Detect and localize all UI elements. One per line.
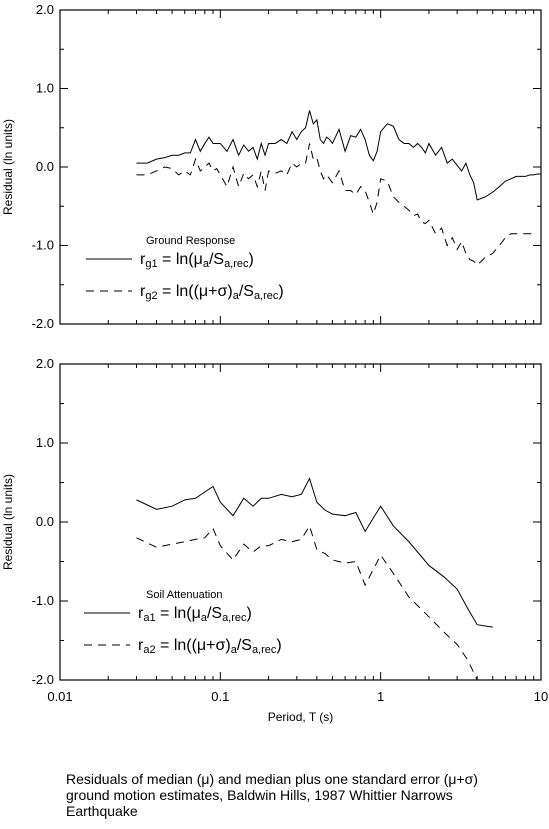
series-line-dashed: [136, 143, 534, 266]
x-tick-label: 1: [377, 689, 384, 704]
legend-text: = ln(μ: [156, 605, 201, 622]
panel-title: Soil Attenuation: [146, 589, 222, 601]
legend-text: /S: [239, 283, 254, 300]
panel-title: Ground Response: [146, 235, 235, 247]
x-tick-label: 10: [534, 689, 548, 704]
legend-subscript: a: [231, 644, 238, 656]
legend-text: /S: [237, 637, 252, 654]
y-tick-label: -1.0: [32, 238, 54, 253]
legend-subscript: g1: [145, 258, 157, 270]
y-tick-label: 1.0: [36, 435, 54, 450]
legend-subscript: g2: [145, 290, 157, 302]
y-tick-label: 2.0: [36, 2, 54, 17]
legend-label: rg2 = ln((μ+σ)a/Sa,rec): [140, 283, 284, 302]
series-line-solid: [136, 477, 493, 628]
chart-soil-attenuation: -2.0 -1.0 0.0 1.0 2.0 0.01 0.1 1 10 Residual (ln …: [1, 356, 548, 724]
plot-frame: [59, 9, 542, 325]
y-tick-label: 2.0: [36, 356, 54, 371]
legend-subscript: a2: [143, 644, 155, 656]
y-axis-label: Residual (ln units): [1, 119, 15, 215]
y-axis-label: Residual (ln units): [1, 474, 15, 570]
legend-label: ra1 = ln(μa/Sa,rec): [138, 605, 252, 624]
legend-text: /S: [207, 605, 222, 622]
legend-text: r: [138, 605, 144, 622]
legend-text: r: [138, 637, 144, 654]
figure: -2.0 -1.0 0.0 1.0 2.0 Residual (ln units) Grou…: [1, 2, 548, 724]
x-tick-label: 0.01: [47, 689, 72, 704]
legend-subscript: a: [233, 290, 240, 302]
legend-text: ): [276, 637, 281, 654]
legend-subscript: a,rec: [224, 258, 249, 270]
caption-line-1: Residuals of median (μ) and median plus …: [66, 771, 478, 787]
legend-text: r: [140, 251, 146, 268]
legend-text: = ln(μ: [158, 251, 203, 268]
series-line-solid: [136, 110, 541, 201]
legend-text: /S: [209, 251, 224, 268]
legend-subscript: a: [203, 258, 210, 270]
series-line-dashed: [136, 524, 479, 680]
x-axis-label: Period, T (s): [268, 710, 334, 724]
y-tick-label: -1.0: [32, 593, 54, 608]
chart-ground-response: -2.0 -1.0 0.0 1.0 2.0 Residual (ln units) Grou…: [1, 2, 542, 331]
y-tick-label: 0.0: [36, 514, 54, 529]
figure-caption: Residuals of median (μ) and median plus …: [66, 771, 536, 819]
legend-text: ): [249, 251, 254, 268]
y-tick-label: -2.0: [32, 672, 54, 687]
legend-text: = ln((μ+σ): [156, 637, 231, 654]
legend-subscript: a,rec: [222, 612, 247, 624]
plot-frame: [59, 363, 542, 681]
legend-subscript: a: [201, 612, 208, 624]
x-tick-label: 0.1: [211, 689, 229, 704]
legend-subscript: a1: [143, 612, 155, 624]
legend-label: rg1 = ln(μa/Sa,rec): [140, 251, 254, 270]
legend-text: r: [140, 283, 146, 300]
legend-subscript: a,rec: [254, 290, 279, 302]
legend-text: ): [247, 605, 252, 622]
legend-text: = ln((μ+σ): [158, 283, 233, 300]
y-tick-label: 0.0: [36, 159, 54, 174]
y-tick-label: -2.0: [32, 316, 54, 331]
caption-line-3: Earthquake: [66, 803, 138, 819]
legend-text: ): [278, 283, 283, 300]
y-tick-label: 1.0: [36, 81, 54, 96]
legend-label: ra2 = ln((μ+σ)a/Sa,rec): [138, 637, 282, 656]
caption-line-2: ground motion estimates, Baldwin Hills, …: [66, 787, 453, 803]
legend-subscript: a,rec: [252, 644, 277, 656]
